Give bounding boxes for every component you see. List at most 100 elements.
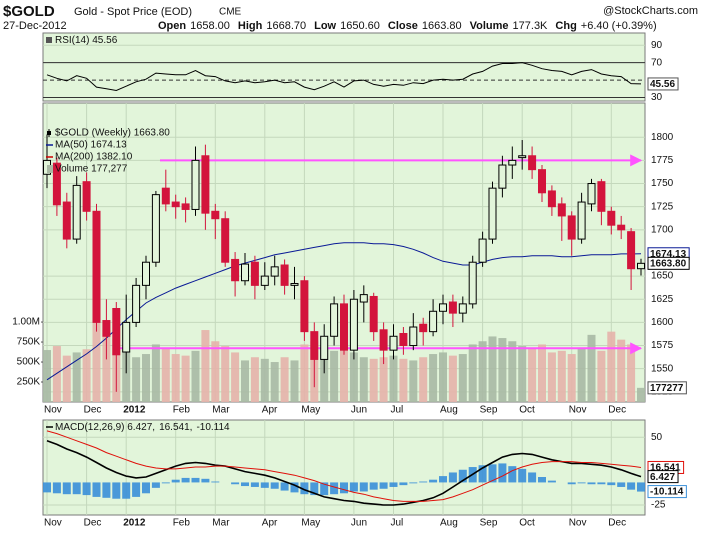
candle-body [171, 201, 180, 208]
candle-body [587, 183, 596, 205]
volume-bar [221, 346, 230, 402]
value-box-label: 6.427 [650, 472, 675, 483]
candle-body [250, 261, 259, 286]
histogram-bar [538, 477, 546, 483]
histogram-bar [448, 472, 457, 483]
candle-body [488, 187, 497, 240]
volume-tick-label: 250K [17, 377, 41, 388]
x-tick-label: May [301, 518, 320, 529]
quote-value: 1668.70 [266, 20, 306, 32]
volume-bar [399, 358, 408, 402]
legend-label: -10.114 [196, 422, 230, 433]
candle-body [201, 155, 210, 214]
y-tick-label: 1725 [651, 201, 674, 212]
legend-label: 16.541, [159, 422, 192, 433]
volume-bar [498, 338, 507, 402]
y-tick-label: 1625 [651, 294, 674, 305]
quote-value: 1650.60 [340, 20, 380, 32]
quote-label: Close [388, 20, 418, 32]
volume-bar [518, 346, 527, 402]
histogram-bar [458, 469, 467, 483]
quote-label: Open [158, 20, 186, 32]
legend-label: MA(50) 1674.13 [55, 140, 127, 151]
x-tick-label: Nov [569, 405, 587, 416]
histogram-bar [72, 482, 81, 495]
histogram-bar [231, 482, 240, 485]
histogram-bar [112, 482, 121, 499]
x-tick-label: Nov [569, 518, 587, 529]
volume-bar [330, 350, 339, 402]
panel-title: $GOLD (Weekly) 1663.80 [55, 128, 170, 139]
volume-bar [260, 358, 269, 402]
value-box [647, 470, 679, 484]
x-tick-label: Nov [44, 405, 62, 416]
candle-body [547, 190, 556, 208]
candle-body [627, 231, 636, 270]
candle-body [508, 159, 517, 166]
volume-bar [379, 357, 388, 402]
histogram-bar [607, 482, 616, 486]
legend-label: MACD(12,26,9) 6.427, [55, 422, 155, 433]
candle-body [181, 203, 190, 210]
volume-bar [458, 354, 467, 402]
y-tick-label: 30 [651, 92, 663, 103]
x-tick-label: Dec [84, 518, 102, 529]
quote-label: Volume [470, 20, 509, 32]
source: @StockCharts.com [603, 5, 698, 17]
volume-bar [102, 330, 111, 402]
x-tick-label: Apr [262, 518, 278, 529]
candle-body [359, 294, 368, 303]
volume-bar [439, 352, 447, 402]
histogram-bar [300, 482, 309, 495]
histogram-bar [439, 476, 447, 483]
candle-body [211, 210, 220, 220]
candle-body [112, 308, 121, 356]
candle-body [478, 238, 487, 263]
candle-body [349, 298, 358, 351]
volume-bar [142, 354, 150, 402]
histogram-bar [419, 481, 428, 483]
volume-bar [72, 352, 81, 402]
histogram-bar [102, 482, 111, 498]
x-tick-label: Mar [212, 405, 230, 416]
candle-body [72, 184, 81, 240]
panel-title: RSI(14) 45.56 [55, 35, 118, 46]
volume-bar [161, 347, 170, 402]
histogram-bar [82, 482, 91, 496]
candle-body [419, 323, 428, 333]
value-box-label: 45.56 [650, 79, 675, 90]
y-tick-label: 1650 [651, 271, 674, 282]
candle-body [448, 301, 457, 314]
volume-bar [429, 354, 438, 402]
volume-bar [211, 341, 220, 402]
y-tick-label: 1800 [651, 132, 674, 143]
candle-body [142, 261, 150, 286]
x-tick-label: Oct [519, 405, 535, 416]
x-tick-label: Aug [440, 518, 458, 529]
candle-body [468, 261, 477, 305]
histogram-bar [142, 482, 150, 494]
x-tick-label: Jul [391, 405, 404, 416]
histogram-bar [349, 482, 358, 492]
candle-body [637, 262, 645, 270]
volume-bar [547, 352, 556, 402]
candle-body [330, 303, 339, 337]
candle-body [409, 326, 418, 347]
y-tick-label: 1750 [651, 178, 674, 189]
x-tick-label: Dec [608, 518, 626, 529]
candle-body [607, 210, 616, 226]
histogram-bar [359, 482, 368, 492]
candle-body [132, 284, 141, 323]
volume-bar [478, 341, 487, 402]
histogram-bar [379, 482, 388, 489]
y-tick-label: 1600 [651, 317, 674, 328]
histogram-bar [151, 482, 160, 488]
histogram-bar [270, 482, 279, 489]
volume-bar [538, 344, 546, 402]
candle-body [300, 280, 309, 333]
candle-body [518, 155, 527, 159]
value-box-label: 16.541 [650, 463, 681, 474]
y-tick-label: 90 [651, 40, 663, 51]
volume-bar [607, 331, 616, 402]
